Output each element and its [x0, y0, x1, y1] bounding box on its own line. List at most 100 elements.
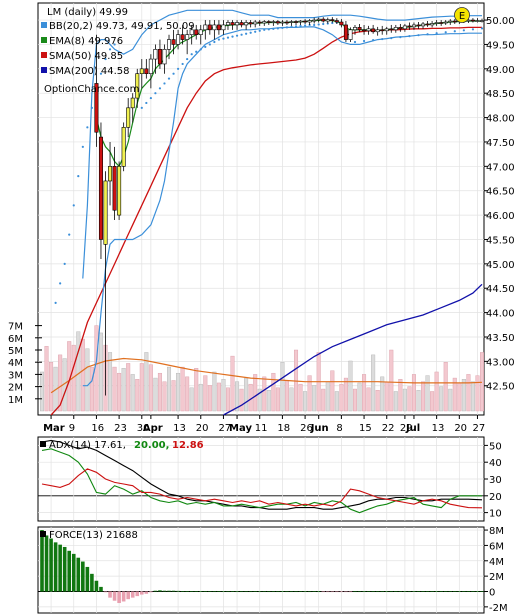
volume-bar: [389, 349, 394, 412]
sar-dot: [208, 43, 211, 46]
force-bar: [330, 591, 335, 593]
candle-body: [203, 24, 208, 31]
adx-legend: ADX(14) 17.61, 20.00, 12.86: [40, 440, 204, 451]
candle-body: [303, 20, 308, 23]
force-label: FORCE(13) 21688: [49, 530, 138, 541]
volume-bar: [207, 385, 212, 412]
volume-bar: [121, 368, 126, 412]
adx-axis: 10 20 30 40 50: [484, 441, 502, 520]
volume-bar: [98, 332, 103, 412]
sar-dot: [68, 233, 71, 236]
date-tick-label: 27: [472, 423, 485, 434]
force-bar: [244, 591, 248, 593]
volume-bar: [375, 390, 380, 412]
candle-body: [148, 58, 153, 74]
sar-dot: [263, 28, 266, 31]
candle-body: [221, 24, 226, 31]
candle-body: [479, 20, 484, 22]
force-bar: [394, 591, 398, 592]
candle-body: [94, 83, 99, 133]
candle-body: [339, 21, 344, 26]
date-tick-label: 15: [359, 423, 372, 434]
volume-bar: [40, 371, 45, 412]
force-bar: [185, 591, 189, 592]
volume-bar: [307, 375, 312, 412]
sar-dot: [272, 27, 275, 30]
candle-body: [470, 19, 475, 22]
volume-bar: [430, 391, 435, 412]
force-bar: [443, 591, 448, 592]
candle-body: [235, 22, 240, 26]
volume-tick-label: 2M: [8, 383, 23, 394]
force-bar: [389, 591, 394, 593]
force-bar: [85, 566, 90, 592]
force-tick-label: -2M: [489, 603, 508, 614]
sar-dot: [281, 26, 284, 29]
volume-bar: [330, 370, 335, 412]
sar-dot: [204, 45, 207, 48]
force-bar: [62, 546, 67, 592]
legend-swatch: [41, 52, 47, 58]
volume-bar: [144, 352, 149, 412]
sar-dot: [99, 72, 103, 75]
force-tick-label: 8M: [489, 526, 504, 537]
volume-bar: [117, 372, 122, 412]
candle-body: [212, 24, 217, 31]
candle-body: [316, 18, 321, 21]
price-tick-label: 46.50: [486, 187, 515, 198]
date-tick-label: 20: [454, 423, 467, 434]
volume-bar: [235, 381, 240, 412]
candle-body: [439, 22, 444, 24]
sar-dot: [317, 23, 320, 26]
force-legend: FORCE(13) 21688: [40, 530, 138, 541]
candle-body: [416, 24, 421, 27]
volume-bar: [384, 381, 389, 412]
adx-tick-label: 50: [489, 441, 502, 452]
sar-dot: [149, 96, 152, 100]
force-bar: [325, 591, 330, 593]
sar-dot: [90, 106, 93, 109]
sar-dot: [267, 28, 270, 31]
price-tick-label: 43.00: [486, 357, 515, 368]
force-bar: [49, 538, 53, 592]
sar-dot: [299, 24, 302, 28]
price-tick-label: 43.50: [486, 333, 515, 344]
date-tick-label: 8: [336, 423, 342, 434]
adx-series-line: [41, 468, 483, 509]
candle-body: [112, 166, 117, 211]
force-bar: [448, 591, 453, 592]
force-tick-label: 2M: [489, 572, 504, 583]
volume-bar: [280, 362, 285, 412]
legend-swatch: [41, 67, 47, 73]
sar-dot: [322, 22, 325, 26]
volume-bar: [357, 382, 362, 412]
volume-bar: [157, 372, 162, 412]
sar-dot: [453, 30, 456, 33]
candle-body: [343, 24, 348, 40]
force-bar: [135, 591, 140, 597]
sar-dot: [417, 34, 420, 37]
sar-dot: [353, 40, 357, 44]
force-bar: [108, 591, 112, 598]
force-bar: [307, 591, 312, 593]
price-tick-label: 49.50: [486, 40, 515, 51]
sar-dot: [285, 26, 289, 29]
candle-body: [189, 29, 194, 35]
legend-swatch: [41, 37, 47, 43]
volume-bar: [448, 388, 453, 412]
sma200-line: [223, 283, 483, 416]
force-bar: [339, 591, 344, 593]
sar-dot: [176, 67, 180, 70]
force-bar: [235, 591, 239, 593]
sar-dot: [158, 87, 162, 90]
volume-tick-label: 5M: [8, 346, 23, 357]
force-tick-label: 6M: [489, 541, 504, 552]
volume-tick-label: 7M: [8, 322, 23, 333]
date-tick-label: 11: [255, 423, 268, 434]
force-bar: [212, 591, 217, 593]
sar-dot: [426, 33, 429, 36]
force-bar: [221, 591, 226, 593]
candle-body: [253, 21, 258, 25]
